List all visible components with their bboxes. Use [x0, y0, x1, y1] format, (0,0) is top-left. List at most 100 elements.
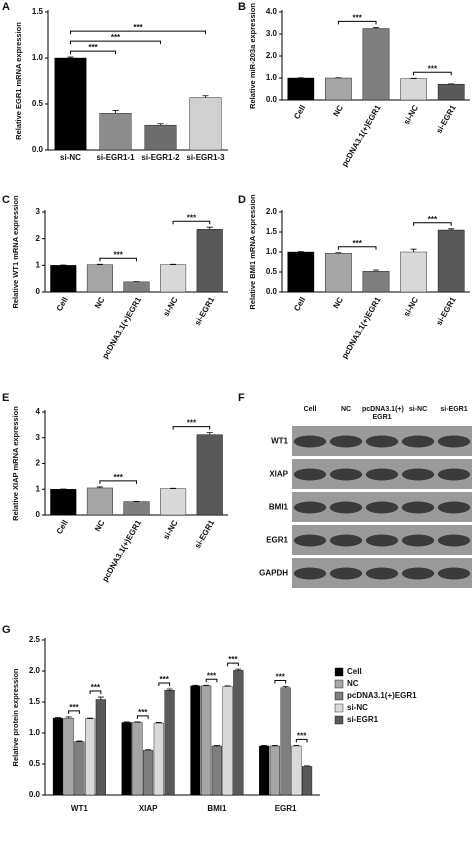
bar: [362, 28, 390, 101]
significance: [70, 50, 116, 55]
bar: [362, 271, 390, 293]
y-tick-label: 0: [36, 287, 41, 296]
significance-text: ***: [276, 673, 286, 682]
error-bar: [134, 721, 141, 723]
significance-text: ***: [297, 732, 307, 741]
significance: [337, 20, 377, 25]
bar: [99, 112, 132, 151]
y-tick-label: 2: [36, 459, 41, 468]
y-tick-label: 0.5: [29, 759, 41, 768]
error-bar: [213, 745, 220, 747]
lane-label: Cell: [303, 406, 317, 413]
y-axis-label: Relative EGR1 mRNA expression: [14, 22, 23, 140]
error-bar: [448, 228, 455, 230]
x-tick-label: si-NC: [161, 295, 179, 318]
significance: [337, 246, 377, 250]
bar: [233, 670, 244, 796]
error-bar: [157, 123, 164, 126]
y-tick-label: 0.0: [266, 95, 278, 104]
x-tick-label: Cell: [292, 104, 307, 121]
bar: [291, 745, 302, 796]
blot-band: [365, 435, 399, 448]
error-bar: [282, 686, 289, 688]
x-tick-label: si-EGR1: [434, 103, 458, 135]
y-tick-label: 0.0: [266, 287, 278, 296]
error-bar: [202, 95, 209, 98]
significance-text: ***: [428, 215, 438, 224]
x-tick-label: Cell: [55, 296, 70, 313]
panel-letter: E: [2, 392, 9, 404]
blot-band: [329, 567, 363, 580]
bar: [144, 124, 177, 151]
bar: [269, 745, 280, 796]
error-bar: [166, 688, 173, 691]
blot-band: [329, 534, 363, 547]
blot-band: [401, 501, 435, 514]
significance: [70, 30, 206, 35]
bar: [287, 77, 315, 101]
significance: [172, 426, 211, 430]
significance: [413, 222, 452, 226]
significance-text: ***: [138, 708, 148, 717]
bar: [325, 77, 352, 101]
significance: [413, 71, 452, 76]
legend-label: Cell: [347, 667, 362, 676]
error-bar: [410, 248, 417, 252]
error-bar: [155, 722, 162, 724]
error-bar: [261, 745, 268, 747]
lane-label: si-NC: [408, 406, 428, 413]
y-tick-label: 0.5: [266, 267, 278, 276]
blot-band: [329, 435, 363, 448]
bar: [132, 722, 143, 796]
significance: [295, 738, 308, 743]
blot-band: [401, 435, 435, 448]
bar: [400, 78, 427, 101]
significance-text: ***: [133, 23, 143, 32]
bar: [164, 690, 175, 796]
row-label: WT1: [271, 437, 288, 446]
significance-text: ***: [228, 655, 238, 664]
bar: [85, 718, 96, 796]
bar: [189, 97, 222, 151]
blot-band: [365, 534, 399, 547]
row-label: GAPDH: [259, 569, 288, 578]
error-bar: [293, 745, 300, 747]
blot-band: [329, 468, 363, 481]
x-tick-label: NC: [93, 295, 107, 310]
x-tick-label: si-EGR1-2: [141, 153, 180, 162]
significance: [68, 710, 80, 714]
significance: [227, 662, 239, 667]
legend-label: pcDNA3.1(+)EGR1: [347, 691, 417, 700]
bar: [259, 745, 270, 796]
row-label: XIAP: [269, 470, 288, 479]
legend-label: NC: [347, 679, 359, 688]
significance-text: ***: [88, 43, 98, 52]
bar: [437, 83, 465, 101]
significance: [89, 690, 102, 695]
x-tick-label: BMI1: [207, 804, 227, 813]
significance: [158, 682, 171, 686]
y-tick-label: 1.0: [29, 728, 41, 737]
error-bar: [145, 749, 152, 751]
blot-band: [437, 468, 471, 481]
x-tick-label: si-NC: [402, 295, 420, 318]
blot-band: [293, 501, 327, 514]
significance-text: ***: [428, 64, 438, 73]
significance-text: ***: [187, 213, 197, 222]
error-bar: [170, 263, 177, 265]
bar: [86, 487, 113, 516]
bar: [196, 229, 223, 293]
y-tick-label: 1.0: [32, 53, 44, 62]
x-tick-label: NC: [331, 103, 345, 118]
error-bar: [97, 696, 104, 700]
x-tick-label: si-EGR1: [193, 518, 217, 550]
y-tick-label: 4.0: [266, 7, 278, 16]
y-tick-label: 0: [36, 510, 41, 519]
blot-band: [437, 435, 471, 448]
significance: [205, 678, 218, 683]
x-tick-label: si-EGR1: [434, 295, 458, 327]
error-bar: [373, 269, 379, 272]
x-tick-label: si-EGR1: [193, 295, 217, 327]
significance: [136, 715, 149, 719]
y-tick-label: 1.0: [266, 73, 278, 82]
